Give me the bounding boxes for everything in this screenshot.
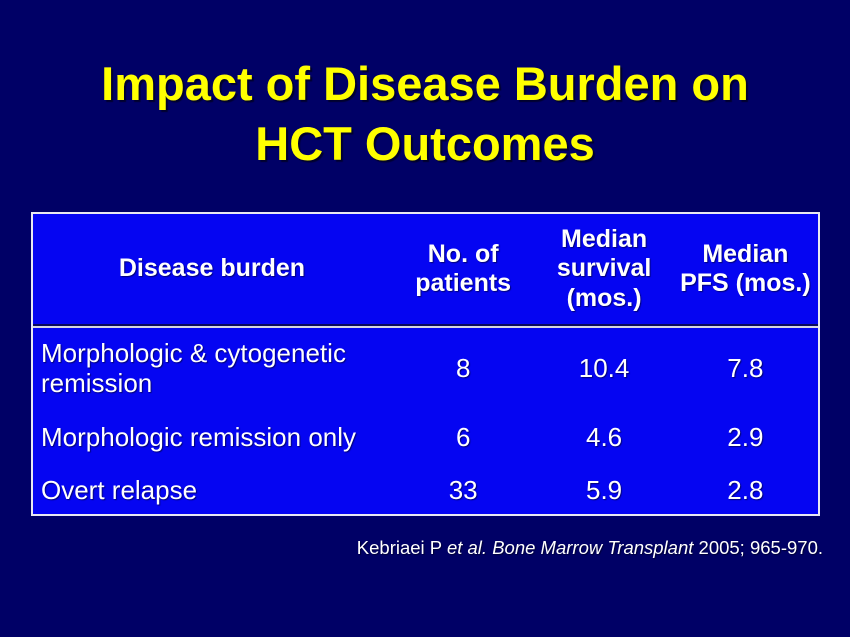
disease-burden-table: Disease burden No. of patients Median su…: [33, 214, 818, 514]
row-patients-value: 6: [455, 422, 471, 453]
row-pfs-value: 2.8: [727, 474, 764, 505]
header-no-of-patients: No. of patients: [390, 214, 536, 326]
table-header-row: Disease burden No. of patients Median su…: [33, 214, 818, 326]
row-label: Overt relapse: [41, 474, 198, 505]
citation-author: Kebriaei P: [356, 537, 447, 558]
title-line-1: Impact of Disease Burden on: [101, 57, 749, 110]
header-median-survival: Median survival (mos.): [535, 214, 673, 326]
outcomes-table: Disease burden No. of patients Median su…: [31, 212, 820, 516]
row-pfs-value: 7.8: [672, 326, 818, 409]
table-row: Overt relapse 33 5.9 2.8: [33, 466, 818, 514]
row-survival-value: 4.6: [586, 422, 623, 453]
table-row: Morphologic remission only 6 4.6 2.9: [33, 409, 818, 467]
row-patients-value: 33: [448, 474, 478, 505]
header-median-pfs: Median PFS (mos.): [672, 214, 818, 326]
table-row: Morphologic & cytogenetic remission 8 10…: [33, 326, 818, 409]
row-label: Morphologic remission only: [41, 422, 357, 453]
page-title: Impact of Disease Burden on HCT Outcomes: [0, 54, 850, 174]
row-survival-value: 5.9: [586, 474, 623, 505]
row-survival-value: 10.4: [535, 326, 673, 409]
header-disease-burden: Disease burden: [33, 214, 391, 326]
row-pfs-value: 2.9: [727, 422, 764, 453]
citation-journal: et al. Bone Marrow Transplant: [446, 537, 699, 558]
title-line-2: HCT Outcomes: [255, 117, 595, 171]
citation: Kebriaei P et al. Bone Marrow Transplant…: [357, 537, 823, 559]
citation-year-pages: 2005; 965-970.: [698, 537, 823, 558]
row-patients-value: 8: [390, 326, 536, 409]
row-label: Morphologic & cytogenetic remission: [33, 326, 391, 409]
